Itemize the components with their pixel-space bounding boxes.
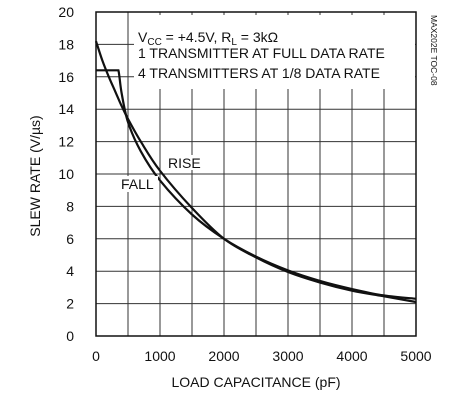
fall-label-bg xyxy=(118,176,158,192)
plot-border xyxy=(95,11,417,337)
series-line-rise xyxy=(94,40,417,304)
x-axis-label: LOAD CAPACITANCE (pF) xyxy=(171,374,340,390)
y-tick-label: 8 xyxy=(66,198,74,214)
series-curves xyxy=(94,40,417,304)
y-axis-label: SLEW RATE (V/µs) xyxy=(27,115,43,236)
fall-label: FALL xyxy=(121,176,154,192)
condition-label: VCC = +4.5V, RL = 3kΩ xyxy=(138,29,278,48)
y-tick-labels: 0 2 4 6 8 10 12 14 16 18 20 xyxy=(58,4,74,344)
condition-line-1: 1 TRANSMITTER AT FULL DATA RATE xyxy=(138,45,385,61)
x-tick-label: 0 xyxy=(92,348,100,364)
rise-label: RISE xyxy=(168,155,201,171)
annotation-box xyxy=(134,15,415,89)
x-tick-label: 3000 xyxy=(272,348,303,364)
x-tick-labels: 0 1000 2000 3000 4000 5000 xyxy=(92,348,432,364)
plot-frame xyxy=(95,11,417,337)
rise-label-bg xyxy=(165,155,205,170)
y-tick-label: 18 xyxy=(58,36,74,52)
x-tick-label: 4000 xyxy=(336,348,367,364)
condition-line-2: 4 TRANSMITTERS AT 1/8 DATA RATE xyxy=(138,65,380,81)
y-tick-label: 6 xyxy=(66,231,74,247)
y-tick-label: 16 xyxy=(58,69,74,85)
y-tick-label: 4 xyxy=(66,263,74,279)
y-tick-label: 0 xyxy=(66,328,74,344)
side-code-label: MAX202E TOC-08 xyxy=(429,15,439,86)
y-tick-label: 14 xyxy=(58,101,74,117)
y-tick-label: 20 xyxy=(58,4,74,20)
series-line-fall xyxy=(96,69,417,300)
x-tick-label: 1000 xyxy=(144,348,175,364)
y-tick-label: 2 xyxy=(66,296,74,312)
x-tick-label: 5000 xyxy=(400,348,431,364)
x-tick-label: 2000 xyxy=(208,348,239,364)
y-tick-label: 10 xyxy=(58,166,74,182)
y-tick-label: 12 xyxy=(58,134,74,150)
